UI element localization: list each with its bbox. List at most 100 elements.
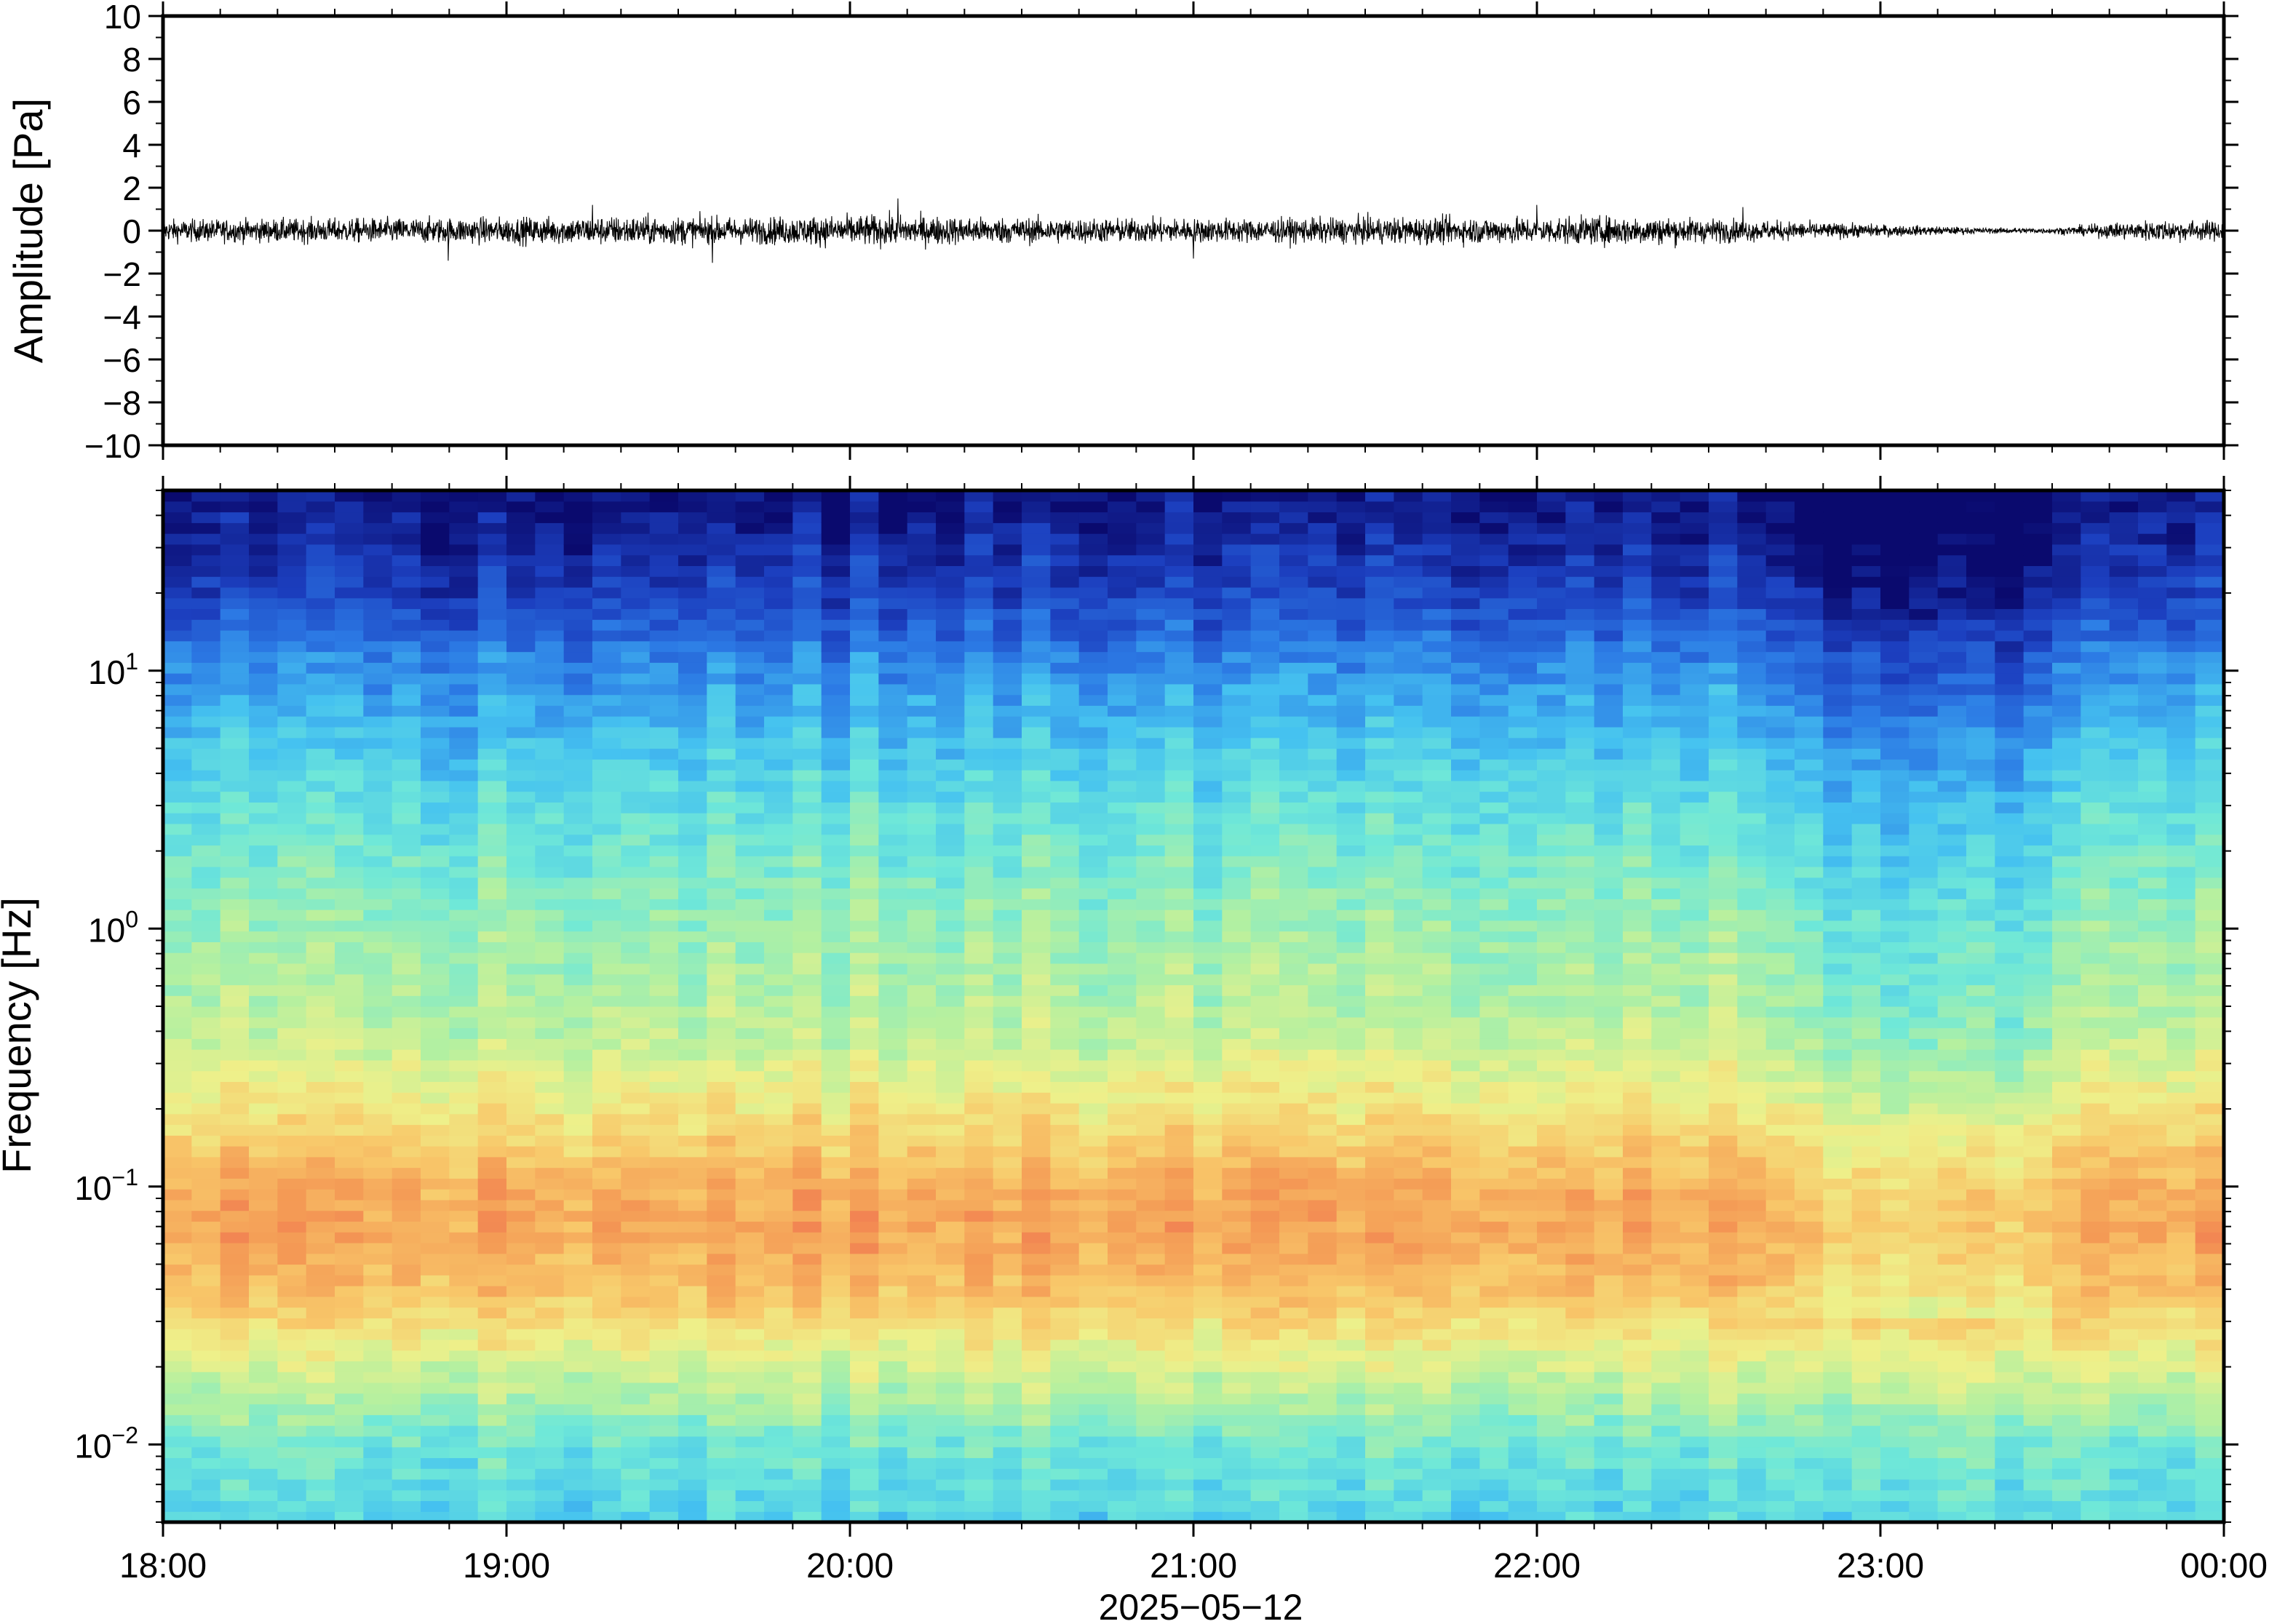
spectrogram-cell	[1422, 501, 1452, 513]
spectrogram-cell	[421, 1210, 450, 1222]
spectrogram-cell	[449, 522, 479, 534]
spectrogram-cell	[1422, 1038, 1452, 1050]
spectrogram-cell	[1078, 1446, 1108, 1458]
spectrogram-cell	[764, 759, 793, 771]
spectrogram-cell	[1078, 1361, 1108, 1372]
spectrogram-cell	[1394, 565, 1423, 577]
spectrogram-cell	[1537, 1446, 1566, 1458]
spectrogram-cell	[335, 1307, 364, 1318]
spectrogram-cell	[621, 490, 651, 502]
spectrogram-cell	[621, 662, 651, 674]
spectrogram-cell	[1108, 586, 1137, 599]
spectrogram-cell	[163, 813, 192, 824]
spectrogram-cell	[1479, 1511, 1509, 1523]
spectrogram-cell	[792, 1253, 822, 1265]
spectrogram-cell	[421, 931, 450, 942]
spectrogram-cell	[1193, 909, 1223, 921]
spectrogram-cell	[735, 1038, 765, 1050]
spectrogram-cell	[1479, 1436, 1509, 1448]
spectrogram-cell	[392, 1070, 421, 1082]
spectrogram-cell	[907, 1016, 937, 1029]
spectrogram-cell	[735, 1286, 765, 1297]
spectrogram-cell	[1050, 1081, 1080, 1093]
spectrogram-cell	[764, 1318, 793, 1329]
spectrogram-cell	[306, 1124, 335, 1136]
spectrogram-cell	[1394, 1027, 1423, 1039]
spectrogram-cell	[1279, 586, 1308, 599]
spectrogram-cell	[1479, 1253, 1509, 1265]
spectrogram-cell	[277, 1500, 307, 1512]
spectrogram-cell	[1279, 984, 1308, 996]
spectrogram-cell	[1479, 995, 1509, 1007]
spectrogram-cell	[421, 974, 450, 986]
spectrogram-cell	[1394, 1199, 1423, 1211]
spectrogram-cell	[1336, 1382, 1366, 1394]
spectrogram-cell	[1308, 1457, 1338, 1469]
spectrogram-cell	[1050, 1124, 1080, 1136]
spectrogram-cell	[707, 1081, 736, 1093]
spectrogram-cell	[1479, 1372, 1509, 1383]
spectrogram-cell	[249, 1156, 278, 1169]
spectrogram-cell	[1422, 544, 1452, 556]
spectrogram-cell	[1279, 1275, 1308, 1286]
spectrogram-cell	[249, 501, 278, 513]
spectrogram-cell	[220, 1468, 250, 1480]
spectrogram-cell	[277, 1350, 307, 1362]
spectrogram-cell	[1537, 920, 1566, 932]
spectrogram-cell	[1422, 1167, 1452, 1179]
spectrogram-cell	[535, 823, 565, 835]
spectrogram-cell	[1050, 1457, 1080, 1469]
spectrogram-cell	[878, 1189, 908, 1201]
spectrogram-cell	[1164, 1329, 1194, 1340]
spectrogram-cell	[735, 1102, 765, 1115]
spectrogram-cell	[1279, 1393, 1308, 1405]
spectrogram-cell	[792, 866, 822, 878]
spectrogram-cell	[1108, 705, 1137, 717]
spectrogram-cell	[277, 791, 307, 803]
spectrogram-cell	[1050, 791, 1080, 803]
spectrogram-cell	[792, 759, 822, 771]
spectrogram-cell	[1308, 909, 1338, 921]
spectrogram-cell	[1050, 512, 1080, 523]
spectrogram-cell	[1050, 662, 1080, 674]
spectrogram-cell	[449, 942, 479, 953]
spectrogram-cell	[506, 963, 536, 975]
spectrogram-cell	[1336, 1146, 1366, 1158]
spectrogram-cell	[649, 522, 679, 534]
spectrogram-cell	[421, 1242, 450, 1254]
spectrogram-cell	[477, 705, 507, 717]
spectrogram-cell	[1365, 1511, 1394, 1523]
spectrogram-cell	[936, 1156, 965, 1169]
spectrogram-cell	[1050, 856, 1080, 867]
spectrogram-cell	[764, 1253, 793, 1265]
spectrogram-cell	[306, 802, 335, 813]
spectrogram-cell	[878, 802, 908, 813]
spectrogram-cell	[649, 1189, 679, 1201]
spectrogram-cell	[392, 1489, 421, 1502]
spectrogram-cell	[1308, 565, 1338, 577]
spectrogram-cell	[1222, 1092, 1252, 1104]
spectrogram-cell	[649, 1059, 679, 1072]
spectrogram-cell	[1222, 1296, 1252, 1308]
spectrogram-cell	[1222, 565, 1252, 577]
spectrogram-cell	[936, 823, 965, 835]
spectrogram-cell	[649, 1361, 679, 1372]
spectrogram-cell	[535, 748, 565, 760]
spectrogram-cell	[506, 1253, 536, 1265]
spectrogram-cell	[1308, 1199, 1338, 1211]
spectrogram-cell	[621, 1339, 651, 1351]
spectrogram-cell	[621, 899, 651, 910]
spectrogram-cell	[1108, 683, 1137, 696]
spectrogram-cell	[1479, 705, 1509, 717]
spectrogram-cell	[1164, 1242, 1194, 1254]
spectrogram-cell	[1136, 1189, 1166, 1201]
spectrogram-cell	[878, 748, 908, 760]
spectrogram-cell	[1222, 1232, 1252, 1243]
spectrogram-cell	[535, 1113, 565, 1126]
spectrogram-cell	[1565, 1167, 1595, 1179]
spectrogram-cell	[1078, 791, 1108, 803]
spectrogram-cell	[792, 1199, 822, 1211]
spectrogram-cell	[850, 1511, 879, 1523]
spectrogram-cell	[1108, 501, 1137, 513]
spectrogram-cell	[993, 576, 1022, 588]
